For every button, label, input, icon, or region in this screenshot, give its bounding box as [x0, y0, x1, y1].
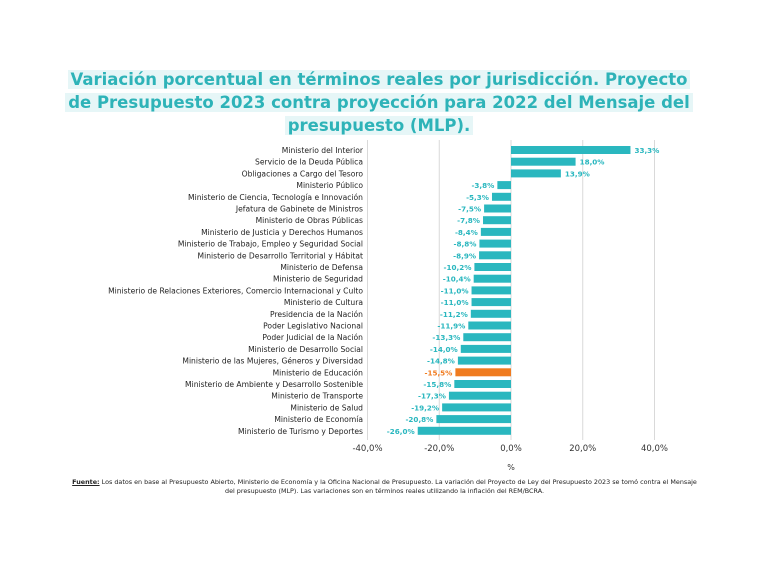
data-label: -10,2%: [443, 263, 471, 272]
category-label: Ministerio de Desarrollo Social: [248, 345, 363, 354]
data-label: -14,8%: [427, 357, 455, 366]
data-label: -17,3%: [418, 392, 446, 401]
data-label: -7,8%: [457, 216, 480, 225]
category-label: Ministerio de las Mujeres, Géneros y Div…: [182, 357, 363, 366]
category-label: Ministerio Público: [296, 181, 363, 190]
data-label: -11,0%: [441, 298, 469, 307]
data-label: -5,3%: [466, 193, 489, 202]
bar: [454, 380, 511, 388]
bar: [463, 333, 511, 342]
data-label: -3,8%: [471, 181, 494, 190]
category-label: Poder Legislativo Nacional: [263, 322, 363, 331]
footnote-source-label: Fuente:: [72, 478, 100, 486]
data-label: -10,4%: [443, 275, 471, 284]
category-label: Ministerio de Ciencia, Tecnología e Inno…: [188, 193, 363, 202]
x-tick-label: 40,0%: [641, 444, 668, 454]
x-tick-label: 0,0%: [500, 444, 522, 454]
footnote-text: Los datos en base al Presupuesto Abierto…: [99, 478, 697, 495]
bar: [473, 274, 511, 283]
category-label: Presidencia de la Nación: [270, 310, 363, 319]
category-label: Ministerio de Trabajo, Empleo y Segurida…: [178, 240, 363, 249]
category-label: Ministerio de Educación: [273, 368, 364, 377]
bar: [471, 298, 511, 307]
data-label: -11,2%: [440, 310, 468, 319]
bar: [491, 192, 511, 201]
bar: [436, 415, 511, 424]
data-label: -13,3%: [432, 333, 460, 342]
category-label: Ministerio de Seguridad: [273, 275, 363, 284]
data-label: 13,9%: [565, 169, 590, 178]
data-label: -20,8%: [405, 415, 433, 424]
bar: [468, 321, 511, 330]
x-tick-label: 20,0%: [569, 444, 596, 454]
data-label: -11,0%: [441, 286, 469, 295]
data-label: -8,8%: [454, 240, 477, 249]
category-label: Servicio de la Deuda Pública: [255, 158, 363, 167]
footnote: Fuente: Los datos en base al Presupuesto…: [72, 478, 697, 496]
category-label: Obligaciones a Cargo del Tesoro: [242, 169, 364, 178]
category-label: Ministerio de Obras Públicas: [256, 216, 363, 225]
data-label: -8,4%: [455, 228, 478, 237]
bar: [470, 309, 511, 318]
data-label: 18,0%: [580, 158, 605, 167]
category-label: Ministerio de Cultura: [284, 298, 363, 307]
bar: [474, 263, 511, 271]
data-label: -14,0%: [430, 345, 458, 354]
x-tick-label: -20,0%: [424, 444, 454, 454]
bar: [484, 204, 511, 213]
data-label: -8,9%: [453, 251, 476, 260]
bar: [480, 227, 511, 236]
data-label: -26,0%: [387, 427, 415, 436]
bar: [483, 216, 511, 225]
data-label: -7,5%: [458, 205, 481, 214]
bar: [457, 356, 511, 365]
bar-chart: -40,0% -20,0% 0,0% 20,0% 40,0%% Ministerio de…: [108, 140, 668, 472]
bar: [511, 146, 631, 154]
category-label: Ministerio de Turismo y Deportes: [238, 427, 363, 436]
category-label: Poder Judicial de la Nación: [262, 333, 363, 342]
chart-title-text: Variación porcentual en términos reales …: [65, 70, 693, 135]
category-label: Ministerio del Interior: [282, 146, 364, 155]
category-label: Ministerio de Desarrollo Territorial y H…: [198, 251, 363, 260]
bar: [442, 403, 511, 412]
bar: [511, 157, 576, 166]
chart-title-wrap: Variación porcentual en términos reales …: [0, 68, 758, 137]
category-label: Ministerio de Justicia y Derechos Humano…: [201, 228, 363, 237]
bar: [417, 426, 511, 435]
data-label: -15,8%: [423, 380, 451, 389]
bar: [448, 391, 511, 400]
x-tick-label: -40,0%: [352, 444, 382, 454]
category-label: Ministerio de Transporte: [271, 392, 363, 401]
category-label: Jefatura de Gabinete de Ministros: [235, 205, 363, 214]
category-label: Ministerio de Economía: [274, 415, 363, 424]
bar: [511, 169, 561, 178]
data-label: -19,2%: [411, 403, 439, 412]
category-label: Ministerio de Defensa: [280, 263, 363, 272]
bar: [497, 181, 511, 190]
category-label: Ministerio de Relaciones Exteriores, Com…: [108, 286, 363, 295]
bar: [455, 368, 511, 377]
bar: [460, 344, 511, 353]
category-label: Ministerio de Ambiente y Desarrollo Sost…: [185, 380, 363, 389]
x-axis-label: %: [507, 463, 515, 472]
category-label: Ministerio de Salud: [290, 403, 363, 412]
bar: [479, 251, 511, 260]
data-label: 33,3%: [634, 146, 659, 155]
bar: [471, 286, 511, 295]
bar: [479, 239, 511, 248]
chart-title: Variación porcentual en términos reales …: [59, 68, 699, 137]
data-label: -11,9%: [437, 322, 465, 331]
data-label: -15,5%: [424, 368, 452, 377]
